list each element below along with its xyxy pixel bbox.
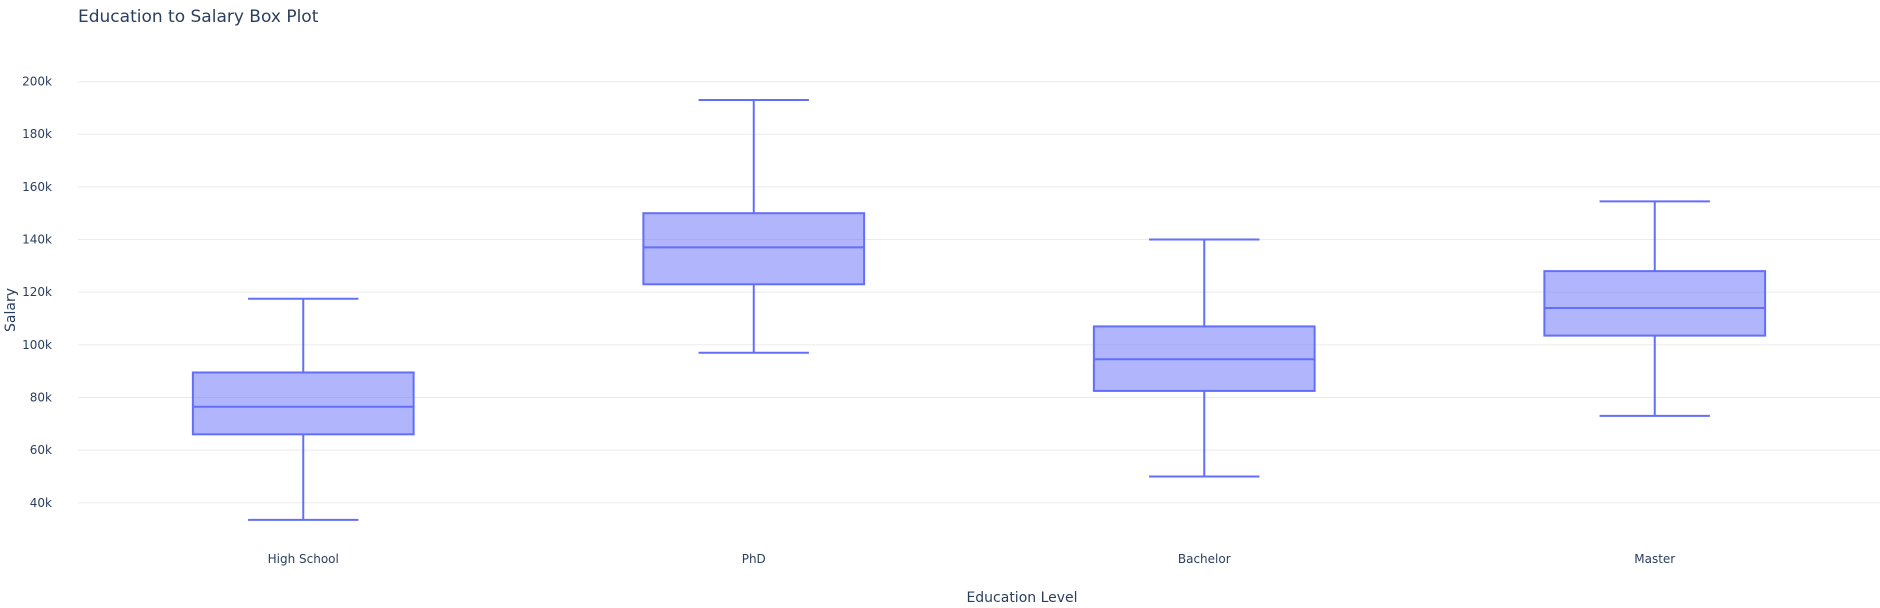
y-axis-label: Salary	[3, 288, 19, 332]
x-axis-label: Education Level	[966, 590, 1077, 606]
y-tick-label: 100k	[22, 338, 52, 352]
y-tick-label: 40k	[30, 496, 52, 510]
iqr-box	[191, 371, 415, 436]
y-tick-label: 180k	[22, 127, 52, 141]
y-tick-label: 200k	[22, 75, 52, 89]
box-master	[1543, 200, 1767, 417]
y-tick-label: 120k	[22, 285, 52, 299]
iqr-box	[642, 212, 866, 286]
x-tick-label: Master	[1634, 552, 1675, 566]
y-tick-label: 80k	[30, 390, 52, 404]
chart-title: Education to Salary Box Plot	[78, 7, 319, 27]
box-series	[191, 99, 1767, 521]
x-axis-ticks: High School PhD Bachelor Master	[268, 552, 1676, 566]
box-high-school	[191, 297, 415, 521]
x-tick-label: Bachelor	[1178, 552, 1231, 566]
y-tick-label: 160k	[22, 180, 52, 194]
x-tick-label: High School	[268, 552, 339, 566]
iqr-box	[1543, 270, 1767, 337]
y-tick-label: 60k	[30, 443, 52, 457]
x-tick-label: PhD	[742, 552, 766, 566]
y-axis-ticks: 40k 60k 80k 100k 120k 140k 160k 180k 200k	[22, 75, 52, 510]
box-bachelor	[1092, 238, 1316, 478]
box-phd	[642, 99, 866, 354]
y-tick-label: 140k	[22, 233, 52, 247]
